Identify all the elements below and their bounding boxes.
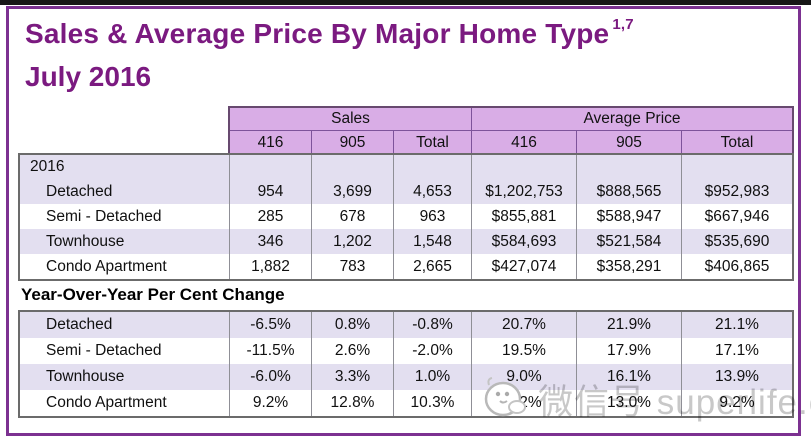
cell-price-905: $358,291 xyxy=(577,254,682,279)
year-label: 2016 xyxy=(20,155,230,179)
table-row-semi-detached: Semi - Detached 285 678 963 $855,881 $58… xyxy=(20,204,792,229)
cell-price-905: 21.9% xyxy=(577,312,682,338)
sales-average-price-table: 2016 Detached 954 3,699 4,653 $1,202,753… xyxy=(18,153,794,281)
row-label: Semi - Detached xyxy=(20,338,230,364)
table-row-detached: Detached 954 3,699 4,653 $1,202,753 $888… xyxy=(20,179,792,204)
row-label: Condo Apartment xyxy=(20,390,230,416)
cell-sales-905: 12.8% xyxy=(312,390,394,416)
watermark-text: 微信号 superlife.ca xyxy=(538,383,811,422)
cell-price-905: $521,584 xyxy=(577,229,682,254)
col-header-price-905: 905 xyxy=(577,131,682,154)
cell-sales-416: 1,882 xyxy=(230,254,312,279)
title-footnote: 1,7 xyxy=(612,15,634,33)
page-title-text: Sales & Average Price By Major Home Type xyxy=(25,18,610,49)
top-edge-strip xyxy=(0,0,811,5)
cell-price-905: 17.9% xyxy=(577,338,682,364)
row-label: Condo Apartment xyxy=(20,254,230,279)
cell-price-total: 13.9% xyxy=(715,368,759,385)
cell-sales-total: -0.8% xyxy=(394,312,472,338)
group-header-row: Sales Average Price xyxy=(230,108,792,131)
cell-sales-905: 2.6% xyxy=(312,338,394,364)
cell-price-total: $952,983 xyxy=(704,182,770,200)
cell-sales-416: 9.2% xyxy=(230,390,312,416)
row-label: Townhouse xyxy=(20,364,230,390)
cell-sales-905: 3.3% xyxy=(312,364,394,390)
cell-sales-total: 2,665 xyxy=(394,254,472,279)
table-row-townhouse: Townhouse 346 1,202 1,548 $584,693 $521,… xyxy=(20,229,792,254)
col-header-price-416: 416 xyxy=(472,131,577,154)
yoy-row-condo-apartment: Condo Apartment 9.2% 12.8% 10.3% 8.2% 13… xyxy=(20,390,792,416)
cell-price-total: $406,865 xyxy=(704,257,770,275)
cell-sales-905: 1,202 xyxy=(312,229,394,254)
yoy-row-townhouse: Townhouse -6.0% 3.3% 1.0% 9.0% 16.1% 13.… xyxy=(20,364,792,390)
cell-price-416: $1,202,753 xyxy=(472,179,577,204)
cell-sales-416: -6.0% xyxy=(230,364,312,390)
cell-price-416: $584,693 xyxy=(472,229,577,254)
group-header-sales: Sales xyxy=(230,108,472,131)
cell-sales-total: 4,653 xyxy=(394,179,472,204)
cell-sales-905: 783 xyxy=(312,254,394,279)
cell-price-total: 21.1% xyxy=(715,316,759,333)
sub-header-row: 416 905 Total 416 905 Total xyxy=(230,131,792,154)
table-row-year: 2016 xyxy=(20,155,792,179)
cell-price-416: 9.0% xyxy=(472,364,577,390)
row-label: Detached xyxy=(20,179,230,204)
cell-price-416: $855,881 xyxy=(472,204,577,229)
group-header-average-price: Average Price xyxy=(472,108,792,131)
cell-sales-total: 1,548 xyxy=(394,229,472,254)
yoy-percent-change-table: Detached -6.5% 0.8% -0.8% 20.7% 21.9% 21… xyxy=(18,310,794,418)
col-header-sales-total: Total xyxy=(394,131,472,154)
cell-sales-905: 678 xyxy=(312,204,394,229)
cell-sales-416: 954 xyxy=(230,179,312,204)
cell-price-905: 13.0% xyxy=(577,390,682,416)
col-header-price-total: Total xyxy=(720,133,754,151)
cell-price-total: $535,690 xyxy=(704,232,770,250)
cell-sales-416: -11.5% xyxy=(230,338,312,364)
yoy-row-semi-detached: Semi - Detached -11.5% 2.6% -2.0% 19.5% … xyxy=(20,338,792,364)
cell-sales-total: 963 xyxy=(394,204,472,229)
cell-sales-416: -6.5% xyxy=(230,312,312,338)
cell-price-total: $667,946 xyxy=(704,207,770,225)
cell-sales-total: 10.3% xyxy=(394,390,472,416)
row-label: Detached xyxy=(20,312,230,338)
col-header-sales-416: 416 xyxy=(230,131,312,154)
row-label: Townhouse xyxy=(20,229,230,254)
col-header-sales-905: 905 xyxy=(312,131,394,154)
column-header-block: Sales Average Price 416 905 Total 416 90… xyxy=(228,106,794,156)
cell-sales-905: 3,699 xyxy=(312,179,394,204)
cell-price-total: 9.2% xyxy=(719,394,755,411)
cell-price-total: 17.1% xyxy=(715,342,759,359)
row-label: Semi - Detached xyxy=(20,204,230,229)
page-title: Sales & Average Price By Major Home Type… xyxy=(25,15,634,50)
cell-sales-905: 0.8% xyxy=(312,312,394,338)
wechat-penguin-icon xyxy=(484,377,526,417)
cell-price-416: $427,074 xyxy=(472,254,577,279)
cell-price-416: 20.7% xyxy=(472,312,577,338)
cell-price-905: $888,565 xyxy=(577,179,682,204)
cell-sales-total: -2.0% xyxy=(394,338,472,364)
yoy-row-detached: Detached -6.5% 0.8% -0.8% 20.7% 21.9% 21… xyxy=(20,312,792,338)
cell-sales-416: 285 xyxy=(230,204,312,229)
cell-price-905: 16.1% xyxy=(577,364,682,390)
cell-sales-total: 1.0% xyxy=(394,364,472,390)
yoy-section-heading: Year-Over-Year Per Cent Change xyxy=(21,285,285,304)
cell-sales-416: 346 xyxy=(230,229,312,254)
cell-price-416: 19.5% xyxy=(472,338,577,364)
cell-price-905: $588,947 xyxy=(577,204,682,229)
report-month: July 2016 xyxy=(25,61,152,92)
table-row-condo-apartment: Condo Apartment 1,882 783 2,665 $427,074… xyxy=(20,254,792,279)
